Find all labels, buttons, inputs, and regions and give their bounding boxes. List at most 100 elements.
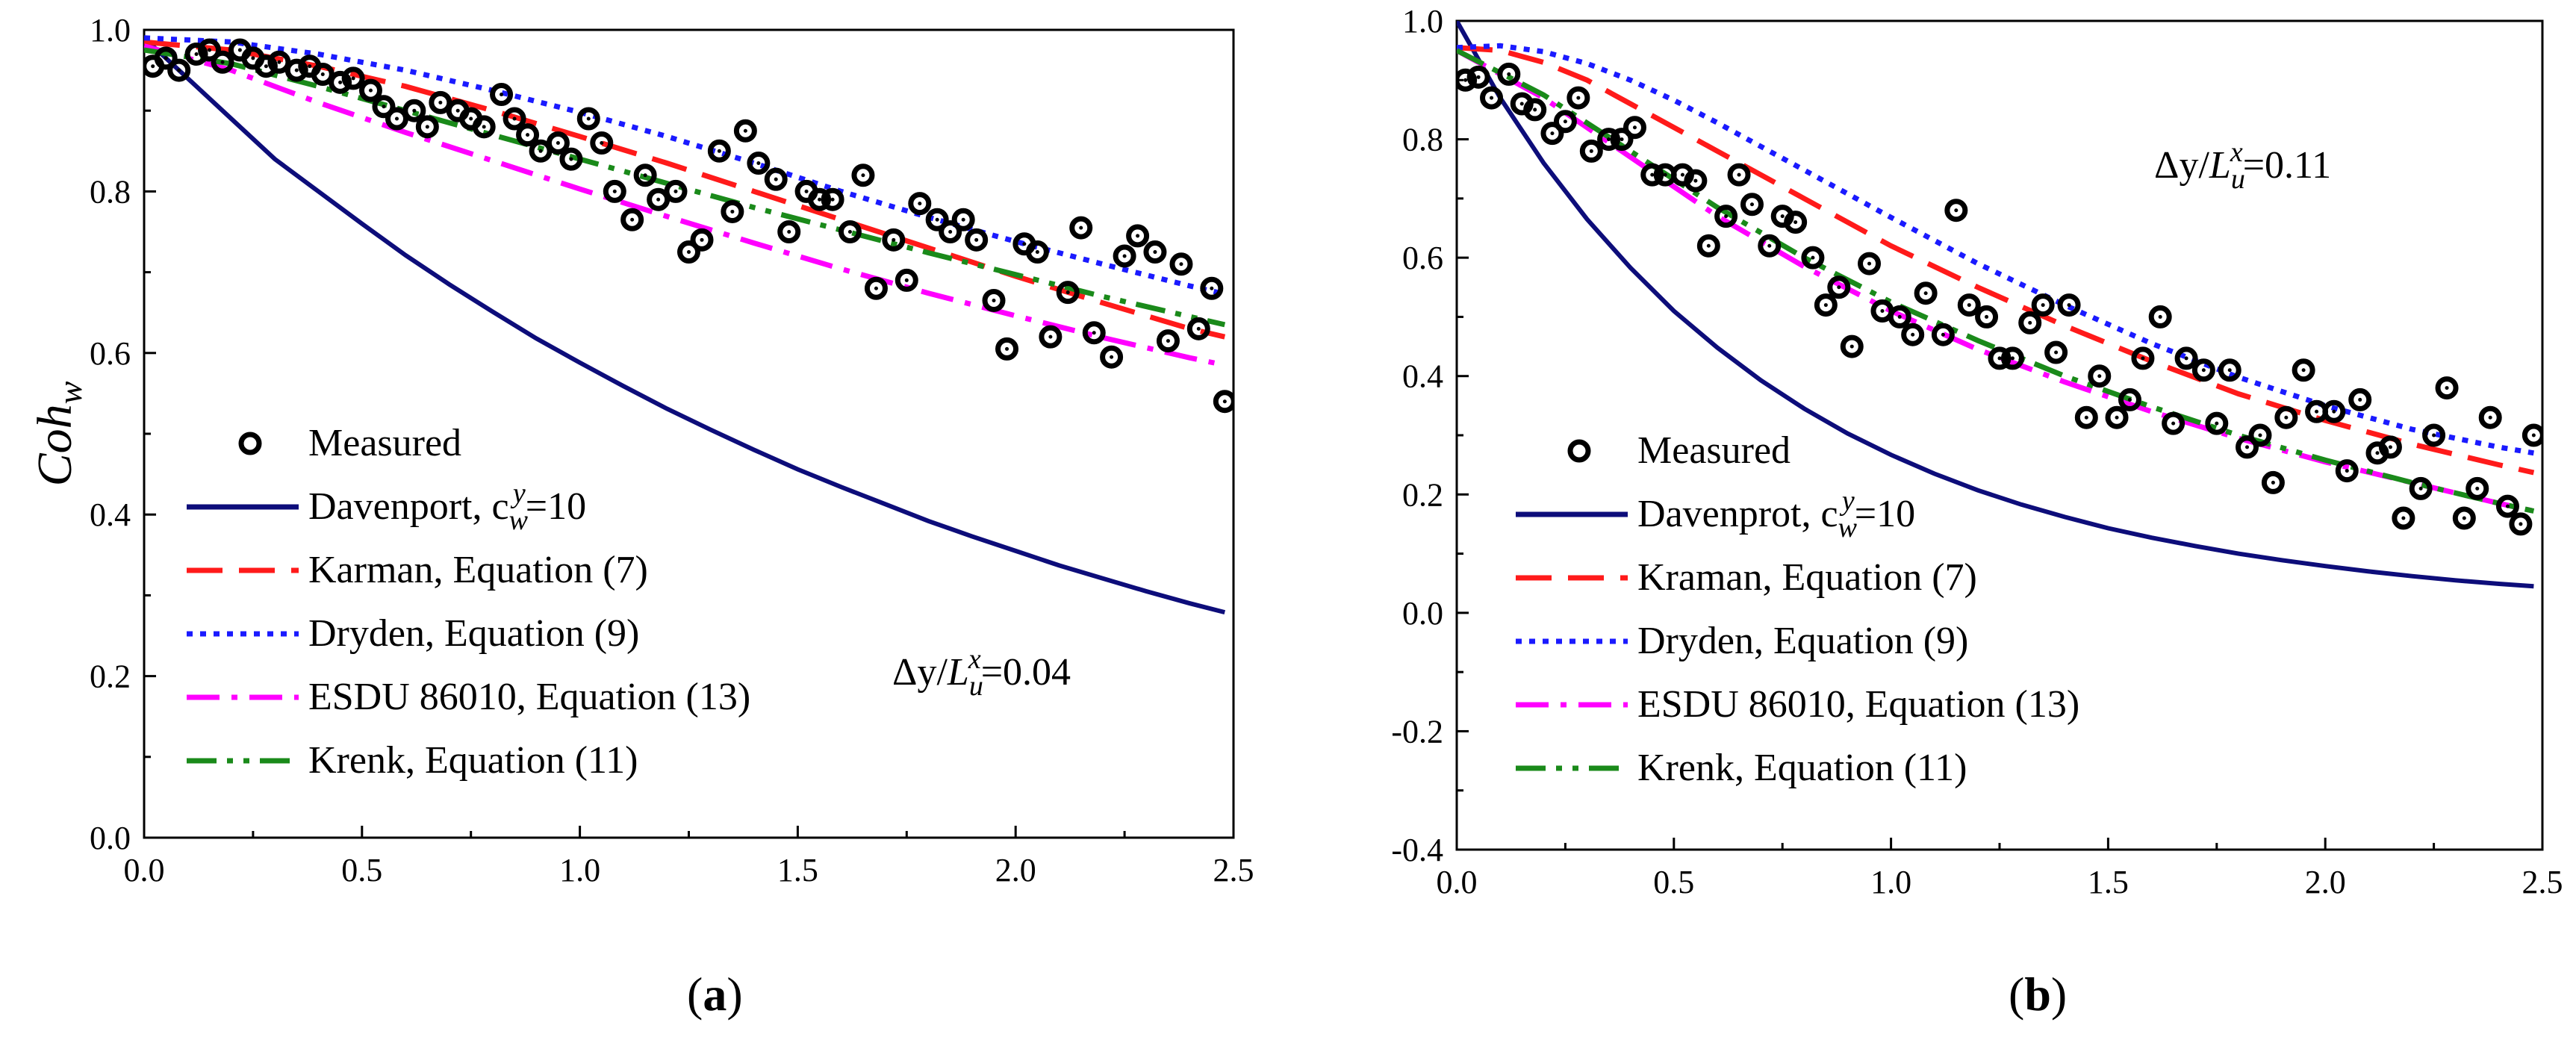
- chart-b-legend-marker: [1567, 439, 1591, 463]
- chart-a-measured-point: [516, 123, 540, 147]
- chart-b-measured-point-center: [2115, 415, 2119, 420]
- chart-b-measured-point-center: [2519, 522, 2523, 526]
- chart-b-measured-point-center: [2332, 409, 2336, 414]
- chart-a-measured-point-center: [1065, 290, 1070, 295]
- chart-a-measured-point: [633, 164, 657, 187]
- chart-a-measured-point-center: [469, 116, 473, 121]
- chart-b-measured-point-center: [1490, 96, 1494, 100]
- chart-a-measured-point: [747, 152, 771, 175]
- chart-b-measured-point-center: [1923, 291, 1928, 296]
- chart-a-measured-point-center: [743, 128, 747, 133]
- chart-a-esdu-line: [144, 43, 1226, 368]
- chart-b-measured-point-center: [1620, 137, 1624, 142]
- chart-b-measured-point: [2452, 506, 2476, 530]
- chart-a-measured-point: [1100, 345, 1124, 369]
- chart-a-measured-point-center: [1136, 234, 1140, 238]
- chart-a-measured-point-center: [874, 286, 878, 290]
- chart-a-measured-point: [1156, 329, 1180, 353]
- chart-b-measured-point-center: [1997, 356, 2002, 361]
- chart-a-measured-point-center: [818, 197, 822, 202]
- chart-a-measured-point: [764, 167, 788, 191]
- chart-b-measured-point: [2409, 476, 2433, 500]
- chart-b-measured-point-center: [1507, 72, 1511, 76]
- chart-b-measured-point-center: [1632, 125, 1637, 130]
- chart-b-measured-point: [2495, 494, 2519, 518]
- chart-a-measured-point-center: [935, 217, 939, 222]
- chart-a-x-tick-label: 1.0: [559, 852, 600, 888]
- chart-b-measured-point: [1714, 205, 1738, 228]
- chart-a-measured-point: [329, 70, 352, 94]
- chart-a-measured-point-center: [320, 72, 325, 77]
- chart-a-x-tick-label: 2.5: [1213, 852, 1254, 888]
- chart-b-y-tick-label: 0.0: [1402, 595, 1443, 632]
- chart-b-measured-point: [1858, 252, 1882, 275]
- chart-b-measured-point: [1567, 86, 1590, 110]
- chart-a-measured-point-center: [1196, 326, 1201, 331]
- chart-a-measured-point-center: [656, 197, 661, 202]
- chart-a-y-tick-label: 0.8: [90, 173, 131, 210]
- chart-b-measured-point: [1975, 305, 1999, 328]
- chart-b-x-tick-label: 1.5: [2088, 864, 2129, 900]
- chart-a-measured-point: [707, 139, 731, 163]
- chart-b-measured-point: [2435, 376, 2459, 400]
- chart-a-measured-point-center: [308, 64, 312, 69]
- chart-b-legend-label: ESDU 86010, Equation (13): [1637, 683, 2079, 726]
- chart-a-measured-point-center: [586, 116, 591, 121]
- chart-b-measured-point: [1988, 346, 2012, 370]
- chart-a-measured-point-center: [774, 177, 778, 181]
- chart-b-measured-point-center: [1823, 303, 1828, 308]
- chart-b-measured-point-center: [1607, 137, 1611, 142]
- chart-b-y-tick-label: -0.2: [1391, 713, 1443, 750]
- chart-b-measured-point-center: [1880, 309, 1885, 313]
- chart-b-measured-point-center: [1867, 261, 1872, 266]
- chart-b-measured-point: [2348, 387, 2372, 411]
- chart-b-legend-label: Davenprot, cwy=10: [1637, 485, 1915, 544]
- chart-b-measured-point-center: [2488, 415, 2492, 420]
- chart-a-measured-point: [341, 66, 365, 90]
- chart-b-measured-point-center: [1663, 172, 1667, 177]
- chart-b-measured-point: [1840, 334, 1864, 358]
- chart-a-measured-point-center: [1110, 355, 1114, 359]
- chart-a-y-tick-label: 0.0: [90, 820, 131, 856]
- chart-a-measured-point-center: [974, 237, 979, 242]
- chart-a-measured-point-center: [264, 64, 268, 69]
- chart-b-measured-point: [2509, 512, 2533, 536]
- chart-b-measured-point-center: [1563, 119, 1567, 124]
- chart-b-measured-point: [2131, 346, 2155, 370]
- chart-b-measured-point: [2335, 459, 2359, 483]
- chart-a-measured-point: [559, 147, 583, 171]
- chart-a-measured-point: [590, 131, 614, 155]
- chart-b-measured-point-center: [2028, 320, 2032, 325]
- chart-a-measured-point: [851, 164, 875, 187]
- chart-b-measured-point: [1553, 110, 1577, 134]
- chart-b-measured-point-center: [2401, 516, 2406, 520]
- chart-a-measured-point: [664, 179, 688, 203]
- chart-a-measured-point: [982, 288, 1006, 312]
- chart-b-measured-point-center: [1897, 314, 1902, 319]
- chart-a-measured-point: [1082, 321, 1106, 345]
- chart-a-annotation: Δy/Lux=0.04: [892, 644, 1071, 702]
- chart-b-measured-point-center: [1837, 285, 1841, 290]
- chart-b-x-tick-label: 0.5: [1653, 864, 1694, 900]
- chart-a-measured-point-center: [961, 217, 965, 222]
- chart-a-y-tick-label: 0.2: [90, 658, 131, 695]
- chart-b-measured-point-center: [1706, 243, 1711, 248]
- chart-b-y-tick-label: 0.2: [1402, 476, 1443, 513]
- chart-b-measured-point-center: [2201, 368, 2206, 373]
- chart-a-measured-point: [647, 187, 671, 211]
- chart-b-measured-point-center: [1811, 255, 1815, 260]
- chart-b-measured-point: [1727, 163, 1751, 187]
- chart-b-measured-point-center: [2271, 480, 2275, 485]
- chart-a-legend-label: Karman, Equation (7): [308, 549, 648, 591]
- chart-a-y-axis-label: Cohw: [28, 381, 89, 486]
- chart-b-y-tick-label: -0.4: [1391, 832, 1443, 868]
- chart-a-measured-point: [211, 50, 234, 74]
- chart-b-measured-point: [2018, 311, 2042, 334]
- chart-a-measured-point-center: [425, 125, 429, 129]
- chart-a-measured-point-center: [1022, 242, 1027, 246]
- chart-b-measured-point: [1740, 193, 1764, 217]
- chart-b-measured-point-center: [1533, 108, 1537, 112]
- chart-b-measured-point: [2000, 346, 2024, 370]
- chart-b-measured-point: [1480, 86, 1504, 110]
- chart-panel-b: 0.0 0.5 1.0 1.5 2.0 2.5 -0.4 -0.2 0.0 0.2 0.4 0.6 0.…: [1391, 3, 2563, 1021]
